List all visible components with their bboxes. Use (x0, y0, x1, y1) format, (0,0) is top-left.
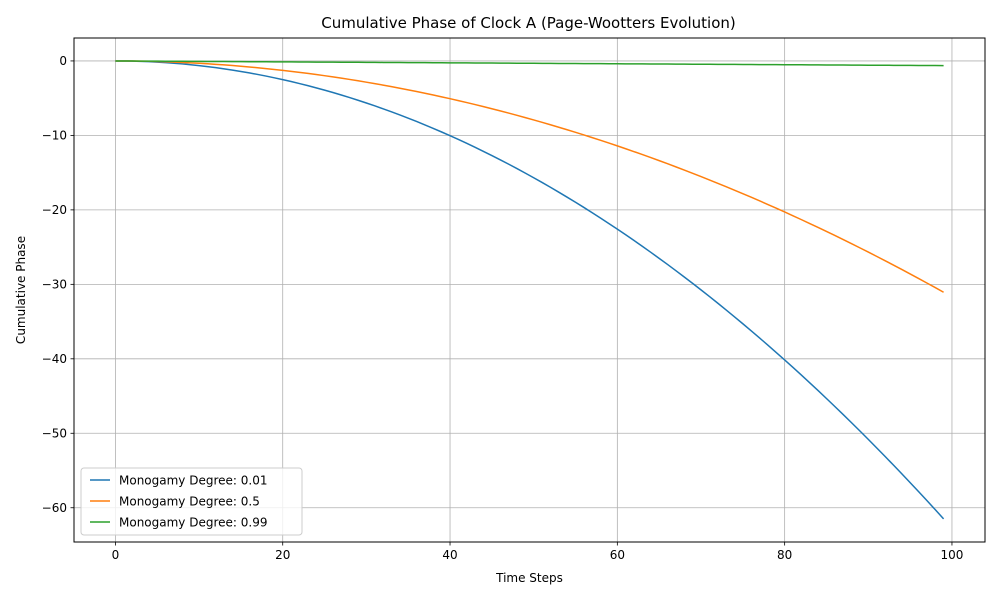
x-tick-label: 40 (442, 548, 457, 562)
series-line-2 (115, 60, 944, 67)
y-tick-label: −40 (42, 352, 67, 366)
series-line-1 (115, 60, 944, 293)
grid (74, 38, 985, 542)
x-tick-label: 60 (610, 548, 625, 562)
x-tick-label: 100 (941, 548, 964, 562)
x-tick-label: 80 (777, 548, 792, 562)
series-layer (115, 60, 945, 520)
x-tick-label: 0 (112, 548, 120, 562)
y-tick-label: −10 (42, 129, 67, 143)
y-tick-label: −50 (42, 427, 67, 441)
x-axis: 0 20 40 60 80 100 (112, 542, 964, 562)
series-line-0 (115, 60, 945, 520)
x-axis-label: Time Steps (495, 571, 563, 585)
legend-entry: Monogamy Degree: 0.01 (119, 473, 267, 487)
legend-entry: Monogamy Degree: 0.99 (119, 515, 267, 529)
legend-box (80, 467, 303, 536)
y-tick-label: 0 (59, 54, 67, 68)
y-axis: 0 −10 −20 −30 −40 −50 −60 (42, 54, 74, 515)
y-tick-label: −20 (42, 203, 67, 217)
y-axis-label: Cumulative Phase (14, 236, 28, 344)
y-tick-label: −60 (42, 501, 67, 515)
y-tick-label: −30 (42, 278, 67, 292)
legend: Monogamy Degree: 0.01 Monogamy Degree: 0.… (80, 467, 303, 536)
legend-entry: Monogamy Degree: 0.5 (119, 494, 260, 508)
plot-frame (73, 37, 986, 543)
chart-title: Cumulative Phase of Clock A (Page-Wootte… (321, 14, 736, 32)
x-tick-label: 20 (275, 548, 290, 562)
